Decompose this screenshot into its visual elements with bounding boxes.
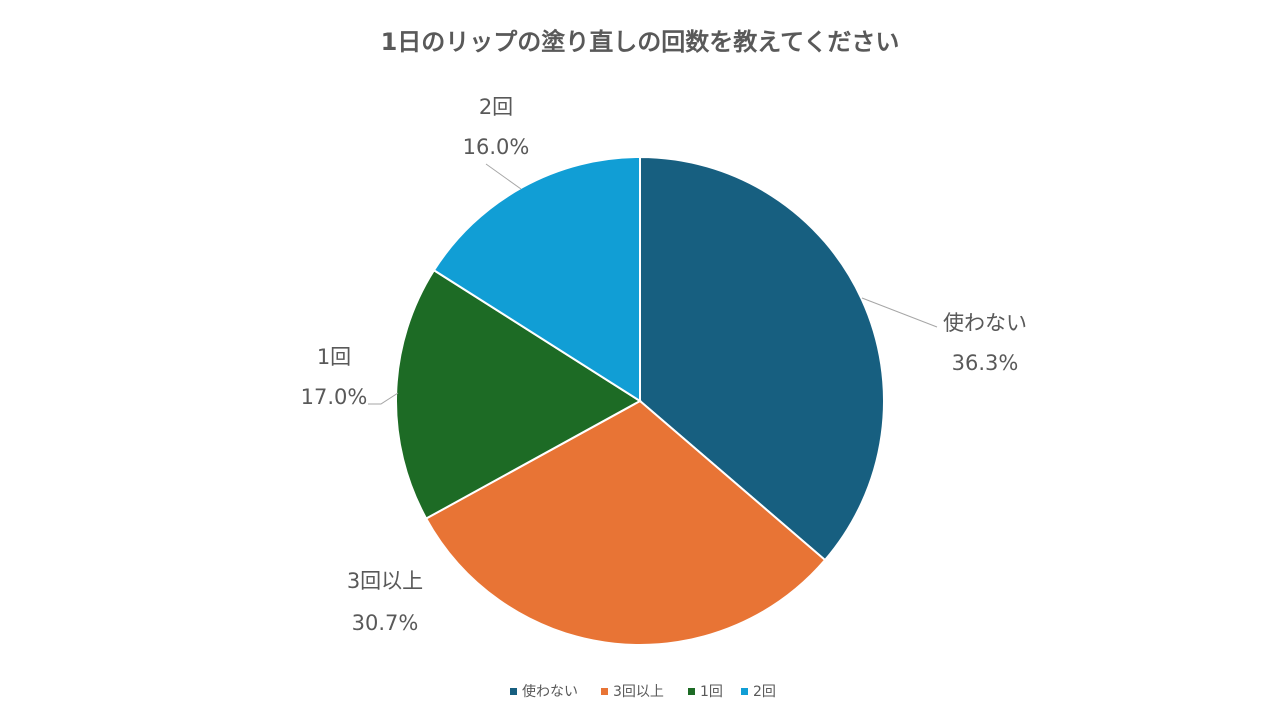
slice-1-leader-line — [861, 297, 938, 328]
legend: 使わない 3回以上 1回 2回 — [510, 683, 776, 700]
legend-label-4: 2回 — [753, 684, 776, 700]
slice-1-percent-label: 36.3% — [952, 351, 1019, 375]
slice-2-category-label: 3回以上 — [347, 569, 423, 593]
legend-swatch-4 — [741, 688, 748, 695]
data-label-group: 使わない 36.3% 3回以上 30.7% 1回 17.0% 2回 16.0% — [301, 95, 1027, 635]
slice-3-wedge — [395, 268, 642, 520]
legend-label-2: 3回以上 — [613, 684, 664, 700]
chart-title: 1日のリップの塗り直しの回数を教えてください — [381, 28, 900, 56]
slice-3-category-label: 1回 — [317, 345, 351, 369]
slice-2-percent-label: 30.7% — [352, 611, 419, 635]
legend-swatch-1 — [510, 688, 517, 695]
legend-label-3: 1回 — [700, 684, 723, 700]
legend-swatch-3 — [688, 688, 695, 695]
slice-3-percent-label: 17.0% — [301, 385, 368, 409]
leader-line-group — [368, 163, 938, 405]
slice-3-leader-line — [368, 392, 399, 405]
slice-4-leader-line — [485, 163, 522, 190]
slice-4-category-label: 2回 — [479, 95, 513, 119]
slice-1-category-label: 使わない — [943, 311, 1027, 335]
legend-swatch-2 — [601, 688, 608, 695]
slice-4-percent-label: 16.0% — [463, 135, 530, 159]
slice-group — [395, 155, 885, 646]
slice-4-wedge — [432, 155, 641, 403]
legend-label-1: 使わない — [522, 683, 578, 700]
slice-1-wedge — [639, 155, 885, 562]
slice-2-wedge — [424, 399, 827, 646]
